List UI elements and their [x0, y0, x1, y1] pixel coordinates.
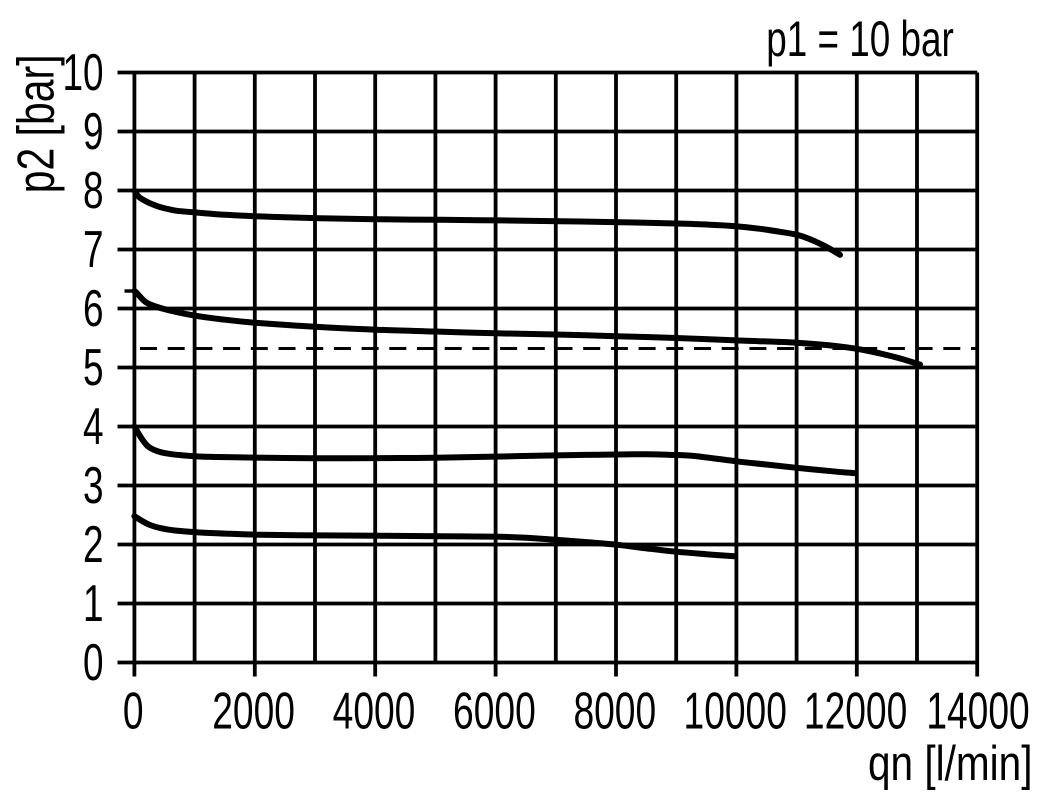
svg-text:5: 5: [83, 338, 104, 397]
svg-text:p1 = 10 bar: p1 = 10 bar: [766, 12, 954, 68]
svg-text:12000: 12000: [804, 681, 907, 740]
svg-text:10: 10: [62, 43, 103, 102]
svg-text:qn [l/min]: qn [l/min]: [868, 736, 1033, 792]
svg-text:10000: 10000: [684, 681, 787, 740]
svg-text:7: 7: [83, 220, 104, 279]
svg-text:4: 4: [83, 397, 104, 456]
svg-text:3: 3: [83, 456, 104, 515]
svg-text:6: 6: [83, 279, 104, 338]
svg-text:0: 0: [123, 681, 144, 740]
svg-text:14000: 14000: [926, 681, 1029, 740]
svg-text:0: 0: [83, 633, 104, 692]
svg-text:6000: 6000: [453, 681, 536, 740]
svg-text:4000: 4000: [333, 681, 416, 740]
svg-text:2: 2: [83, 515, 104, 574]
svg-text:8: 8: [83, 161, 104, 220]
svg-text:p2 [bar]: p2 [bar]: [7, 55, 65, 194]
svg-text:9: 9: [83, 102, 104, 161]
svg-text:1: 1: [83, 574, 104, 633]
svg-text:2000: 2000: [212, 681, 295, 740]
svg-text:8000: 8000: [573, 681, 656, 740]
